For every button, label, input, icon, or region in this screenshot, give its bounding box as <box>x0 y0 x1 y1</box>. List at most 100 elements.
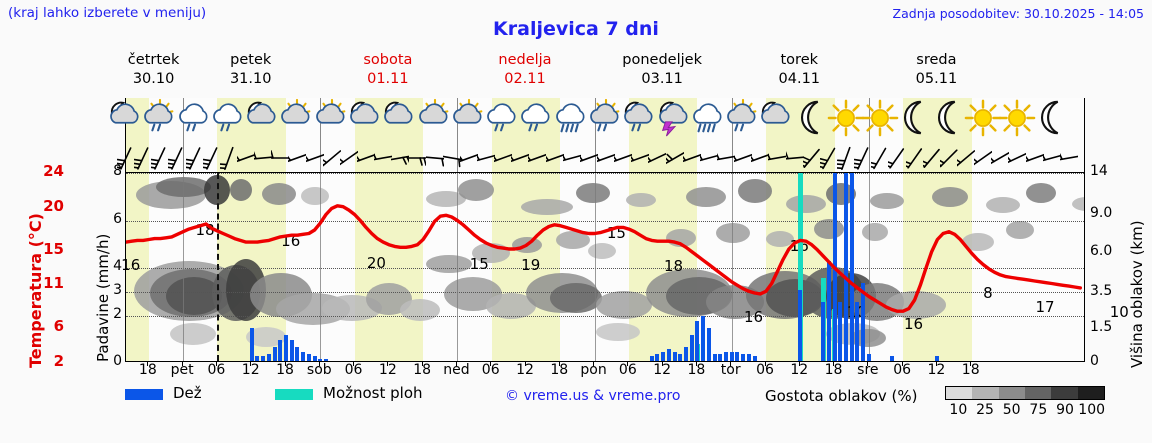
wind-barb <box>316 144 341 172</box>
time-tick-mark <box>215 362 217 366</box>
rain-bar <box>249 327 254 361</box>
weather-icon-sun <box>964 98 1002 140</box>
time-tick: 06 <box>207 362 226 378</box>
time-tick: 12 <box>653 362 672 378</box>
wind-barb <box>573 144 600 172</box>
cloudheight-axis-title: Višina oblakov (km) <box>1128 168 1150 378</box>
day-separator <box>457 140 459 172</box>
cloudheight-tick: 0 <box>1090 353 1099 369</box>
weather-icon-sun-cloud <box>315 98 349 140</box>
wind-barb <box>539 144 566 172</box>
rain-bar <box>735 351 740 361</box>
cloudheight-tick: 6.0 <box>1090 242 1113 259</box>
time-tick: 06 <box>344 362 363 378</box>
time-tick: 18 <box>687 362 706 378</box>
cloud-density-tick: 75 <box>1029 402 1048 418</box>
wind-barb <box>266 144 293 172</box>
time-tick: 12 <box>790 362 809 378</box>
time-tick: 12 <box>241 362 260 378</box>
rain-bar <box>266 353 271 361</box>
cloudheight-tick: 14 <box>1090 163 1108 179</box>
day-name: torek <box>780 52 819 68</box>
wind-barb <box>727 144 755 172</box>
day-gridline <box>320 173 322 361</box>
weather-icon-moon <box>795 98 829 140</box>
time-tick: 18 <box>550 362 569 378</box>
temperature-tick: 20 <box>43 196 64 215</box>
copyright-label: © vreme.us & vreme.pro <box>505 388 681 404</box>
wind-barb <box>933 144 958 172</box>
rain-bar <box>746 353 751 361</box>
rain-bar <box>312 356 317 361</box>
showers-bar <box>797 173 803 361</box>
rain-bar <box>324 358 328 361</box>
weather-icon-sun <box>999 98 1036 140</box>
time-tick: tor <box>720 362 741 378</box>
cloudheight-axis-title-text: Višina oblakov (km) <box>1128 220 1146 368</box>
day-header-3: nedelja 02.11 <box>456 52 593 96</box>
day-date: 02.11 <box>504 71 546 87</box>
horizontal-gridline <box>126 291 1084 293</box>
time-tick-mark <box>353 362 355 366</box>
day-name: nedelja <box>498 52 552 68</box>
time-tick-mark <box>833 362 835 366</box>
wind-barb <box>967 144 993 172</box>
cloud-density-swatch-10 <box>946 387 973 399</box>
rain-bar <box>666 349 671 361</box>
day-gridline <box>868 173 870 361</box>
time-tick: 06 <box>481 362 500 378</box>
time-tick-mark <box>387 362 389 366</box>
weather-icon-moon <box>1035 98 1069 140</box>
day-separator <box>731 140 733 172</box>
wind-barb <box>883 144 906 172</box>
wind-barb <box>866 144 889 172</box>
rain-bar <box>301 351 306 361</box>
day-gridline <box>183 173 185 361</box>
rain-bar <box>261 356 266 361</box>
daylight-band <box>903 140 972 172</box>
rain-bar <box>695 320 700 361</box>
wind-barb <box>422 144 448 172</box>
precipitation-tick: 8 <box>113 163 122 179</box>
weather-icon-sun-cloud <box>280 98 314 140</box>
day-name: petek <box>230 52 272 68</box>
time-tick-mark <box>695 362 697 366</box>
precipitation-axis-title: Padavine (mm/h) <box>76 170 112 370</box>
wind-barb <box>453 144 480 172</box>
wind-barb <box>199 144 221 172</box>
weather-icon-cloud-rain <box>177 98 211 140</box>
rain-legend-label: Dež <box>173 384 202 402</box>
wind-barb <box>950 144 976 172</box>
wind-barb <box>834 144 855 172</box>
rain-bar <box>701 315 706 361</box>
weather-icon-sun-cloud-rain <box>143 98 177 140</box>
weather-icon-night-cloud-rain <box>623 98 657 140</box>
wind-barb <box>590 144 618 172</box>
temperature-point-label: 18 <box>664 257 684 276</box>
cloud-density-colorbar <box>945 386 1105 400</box>
cloudheight-tick: 1.5 <box>1090 318 1113 335</box>
wind-barb <box>440 144 465 172</box>
wind-barb <box>815 144 838 172</box>
weather-icon-sun <box>827 98 865 140</box>
daylight-band <box>354 140 424 172</box>
weather-icon-night-cloudy <box>246 98 280 140</box>
wind-barb <box>217 144 238 172</box>
showers-legend-label: Možnost ploh <box>323 384 423 402</box>
cloud-density-tick: 10 <box>949 402 968 418</box>
time-tick: 06 <box>893 362 912 378</box>
horizontal-gridline <box>126 220 1084 222</box>
time-tick: 18 <box>138 362 157 378</box>
temperature-tick: 6 <box>53 317 64 336</box>
wind-barb <box>368 144 395 172</box>
day-date: 03.11 <box>641 71 683 87</box>
rain-bar <box>861 282 866 361</box>
time-tick-mark <box>455 362 457 366</box>
wind-barb <box>350 144 378 172</box>
cloud-density-tick: 90 <box>1056 402 1074 418</box>
chart-legend: Dež Možnost ploh © vreme.us & vreme.pro … <box>125 384 1145 434</box>
temperature-point-label: 10 <box>1109 302 1129 321</box>
day-header-2: sobota 01.11 <box>319 52 456 96</box>
precipitation-tick: 2 <box>113 305 122 322</box>
page-title: Kraljevica 7 dni <box>493 18 659 40</box>
